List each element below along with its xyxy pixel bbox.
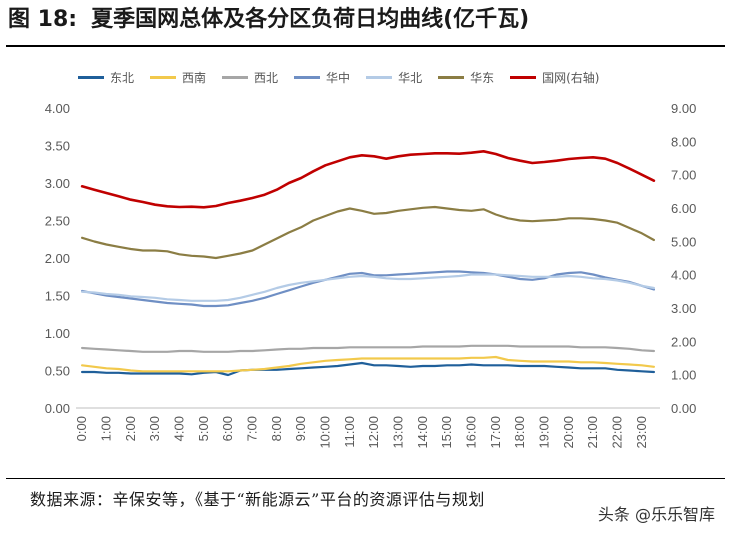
y-left-tick-label: 3.00: [45, 176, 70, 191]
y-left-tick-label: 2.00: [45, 251, 70, 266]
chart-legend: 东北 西南 西北 华中 华北 华东 国网(右轴): [78, 67, 615, 87]
x-tick-label: 16:00: [463, 416, 478, 449]
legend-swatch: [294, 75, 321, 79]
y-right-tick-label: 7.00: [671, 168, 696, 183]
series-line: [80, 273, 656, 302]
x-tick-label: 0:00: [74, 416, 89, 441]
legend-label: 华北: [398, 70, 423, 85]
x-tick-label: 4:00: [171, 416, 186, 441]
legend-label: 东北: [110, 70, 135, 85]
legend-swatch: [510, 75, 537, 79]
x-tick-label: 18:00: [512, 416, 527, 449]
series-line: [80, 205, 656, 260]
series-line: [80, 150, 656, 209]
x-tick-label: 22:00: [609, 416, 624, 449]
legend-swatch: [78, 75, 104, 79]
x-tick-label: 21:00: [585, 416, 600, 449]
x-tick-label: 6:00: [220, 416, 235, 441]
y-right-tick-label: 4.00: [671, 268, 696, 283]
series-line: [80, 270, 656, 308]
x-tick-label: 15:00: [439, 416, 454, 449]
x-tick-label: 9:00: [293, 416, 308, 441]
y-left-tick-label: 1.00: [45, 326, 70, 341]
y-right-tick-label: 2.00: [671, 334, 696, 349]
y-left-tick-label: 0.00: [45, 401, 70, 416]
x-tick-label: 5:00: [196, 416, 211, 441]
figure-title-text: 夏季国网总体及各分区负荷日均曲线(亿千瓦): [91, 7, 530, 32]
x-tick-label: 12:00: [366, 416, 381, 449]
y-left-tick-label: 3.50: [45, 139, 70, 154]
legend-label: 西南: [182, 70, 207, 85]
y-right-tick-label: 0.00: [671, 401, 696, 416]
series-line: [80, 355, 656, 373]
legend-item: 国网(右轴): [510, 69, 599, 86]
source-note: 数据来源：辛保安等，《基于“新能源云”平台的资源评估与规划: [30, 490, 485, 509]
series-line: [80, 344, 656, 353]
line-chart: 0.00 0.50 1.00 1.50 2.00 2.50 3.00 3.50 4.00 0.00…: [45, 101, 697, 449]
x-tick-label: 3:00: [147, 416, 162, 441]
x-tick-label: 8:00: [269, 416, 284, 441]
title-rule: [6, 45, 725, 47]
x-tick-label: 10:00: [317, 416, 332, 449]
legend-label: 西北: [254, 70, 279, 85]
legend-swatch: [438, 75, 465, 79]
legend-label: 国网(右轴): [542, 70, 600, 85]
legend-item: 东北: [78, 69, 134, 86]
y-left-tick-label: 1.50: [45, 289, 70, 304]
y-right-tick-label: 1.00: [671, 368, 696, 383]
x-tick-label: 11:00: [342, 416, 357, 448]
legend-label: 华东: [470, 70, 495, 85]
x-tick-label: 7:00: [244, 416, 259, 441]
source-rule: [6, 478, 725, 479]
legend-item: 华中: [294, 69, 350, 86]
x-tick-label: 20:00: [561, 416, 576, 449]
y-right-tick-label: 8.00: [671, 134, 696, 149]
y-right-tick-label: 3.00: [671, 301, 696, 316]
y-right-tick-label: 9.00: [671, 101, 696, 116]
legend-item: 华东: [438, 69, 494, 86]
legend-swatch: [222, 75, 249, 79]
legend-swatch: [150, 75, 177, 79]
x-tick-label: 23:00: [634, 416, 649, 449]
y-right-tick-label: 6.00: [671, 201, 696, 216]
series-line: [80, 361, 656, 377]
watermark: 头条 @乐乐智库: [595, 501, 717, 525]
x-tick-label: 2:00: [123, 416, 138, 441]
figure-number: 图 18:: [8, 7, 78, 32]
x-tick-label: 17:00: [488, 416, 503, 449]
y-right-tick-label: 5.00: [671, 234, 696, 249]
y-left-tick-label: 0.50: [45, 364, 70, 379]
y-left-tick-label: 4.00: [45, 101, 70, 116]
legend-item: 华北: [366, 69, 422, 86]
x-tick-label: 13:00: [390, 416, 405, 449]
legend-swatch: [366, 75, 393, 79]
x-tick-label: 14:00: [415, 416, 430, 449]
x-tick-label: 1:00: [98, 416, 113, 441]
legend-item: 西南: [150, 69, 206, 86]
figure-title: 图 18: 夏季国网总体及各分区负荷日均曲线(亿千瓦): [0, 0, 731, 44]
x-tick-label: 19:00: [536, 416, 551, 449]
legend-label: 华中: [326, 70, 351, 85]
y-left-tick-label: 2.50: [45, 214, 70, 229]
legend-item: 西北: [222, 69, 278, 86]
